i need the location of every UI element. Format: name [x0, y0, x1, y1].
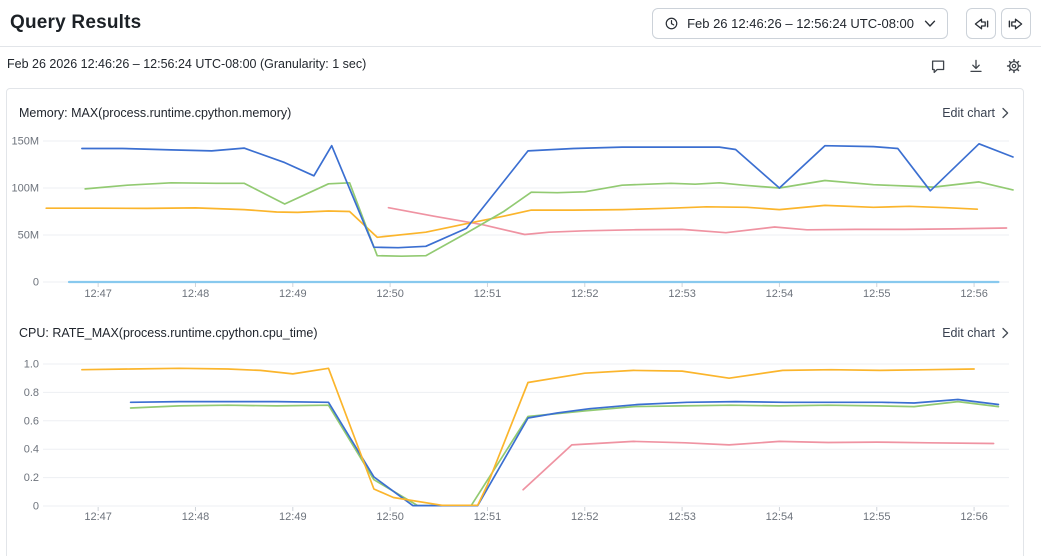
skip-forward-icon — [1007, 16, 1025, 32]
chart-line-yellow — [45, 204, 979, 239]
svg-text:0.2: 0.2 — [24, 472, 39, 484]
svg-text:12:48: 12:48 — [182, 511, 210, 523]
svg-text:12:55: 12:55 — [863, 288, 891, 300]
svg-text:12:56: 12:56 — [960, 288, 988, 300]
svg-text:12:52: 12:52 — [571, 511, 599, 523]
chevron-right-icon — [1002, 107, 1009, 119]
edit-chart-label: Edit chart — [942, 326, 995, 340]
range-summary-text: Feb 26 2026 12:46:26 – 12:56:24 UTC-08:0… — [7, 57, 367, 71]
chart-line-pink — [387, 206, 1008, 236]
cpu-edit-chart-link[interactable]: Edit chart — [942, 326, 1009, 340]
memory-edit-chart-link[interactable]: Edit chart — [942, 106, 1009, 120]
gear-icon — [1006, 58, 1022, 74]
memory-chart-title: Memory: MAX(process.runtime.cpython.memo… — [19, 106, 292, 120]
cpu-chart-plot[interactable]: 1.0 0.8 0.6 0.4 0.2 0 12:47 12:48 12:49 12:50 12:5… — [9, 357, 1017, 537]
chart-line-blue — [129, 398, 1000, 507]
download-button[interactable] — [965, 55, 987, 77]
svg-text:1.0: 1.0 — [24, 359, 39, 371]
svg-text:0.8: 0.8 — [24, 387, 39, 399]
svg-text:12:51: 12:51 — [474, 511, 502, 523]
settings-button[interactable] — [1003, 55, 1025, 77]
svg-text:12:48: 12:48 — [182, 288, 210, 300]
svg-text:0: 0 — [33, 501, 39, 513]
svg-text:12:47: 12:47 — [84, 511, 112, 523]
shift-time-back-button[interactable] — [966, 8, 996, 39]
svg-text:12:56: 12:56 — [960, 511, 988, 523]
header-controls: Feb 26 12:46:26 – 12:56:24 UTC-08:00 — [652, 8, 1031, 39]
svg-text:12:47: 12:47 — [84, 288, 112, 300]
time-range-label: Feb 26 12:46:26 – 12:56:24 UTC-08:00 — [687, 16, 914, 31]
comment-button[interactable] — [927, 55, 949, 77]
shift-time-forward-button[interactable] — [1001, 8, 1031, 39]
chart-line-pink — [522, 440, 995, 491]
comment-icon — [930, 58, 946, 74]
svg-text:12:54: 12:54 — [766, 288, 794, 300]
chart-line-green — [84, 179, 1014, 258]
charts-card: Memory: MAX(process.runtime.cpython.memo… — [6, 88, 1024, 556]
svg-text:0.4: 0.4 — [24, 444, 39, 456]
chevron-right-icon — [1002, 327, 1009, 339]
page-title: Query Results — [10, 12, 142, 33]
page-header: Query Results Feb 26 12:46:26 – 12:56:24… — [0, 0, 1041, 47]
svg-text:12:53: 12:53 — [668, 288, 696, 300]
svg-text:12:51: 12:51 — [474, 288, 502, 300]
edit-chart-label: Edit chart — [942, 106, 995, 120]
svg-text:12:49: 12:49 — [279, 288, 307, 300]
chart-line-yellow — [81, 367, 975, 507]
summary-actions — [927, 55, 1025, 77]
svg-text:100M: 100M — [11, 183, 39, 195]
svg-text:12:52: 12:52 — [571, 288, 599, 300]
time-range-picker[interactable]: Feb 26 12:46:26 – 12:56:24 UTC-08:00 — [652, 8, 948, 39]
memory-chart-header: Memory: MAX(process.runtime.cpython.memo… — [19, 103, 1009, 123]
svg-text:12:55: 12:55 — [863, 511, 891, 523]
memory-chart-plot[interactable]: 150M 100M 50M 0 12:47 12:48 12:49 12:50 12:51 12:… — [9, 131, 1017, 309]
svg-text:50M: 50M — [18, 230, 39, 242]
skip-back-icon — [972, 16, 990, 32]
svg-text:0: 0 — [33, 277, 39, 289]
svg-text:12:50: 12:50 — [376, 511, 404, 523]
download-icon — [968, 58, 984, 74]
svg-text:12:54: 12:54 — [766, 511, 794, 523]
cpu-chart-title: CPU: RATE_MAX(process.runtime.cpython.cp… — [19, 326, 318, 340]
svg-text:12:53: 12:53 — [668, 511, 696, 523]
clock-icon — [664, 16, 679, 31]
range-summary-row: Feb 26 2026 12:46:26 – 12:56:24 UTC-08:0… — [0, 47, 1041, 87]
cpu-chart-header: CPU: RATE_MAX(process.runtime.cpython.cp… — [19, 323, 1009, 343]
chart-line-blue — [81, 142, 1014, 249]
svg-text:12:50: 12:50 — [376, 288, 404, 300]
svg-text:0.6: 0.6 — [24, 415, 39, 427]
chart-line-green — [129, 400, 1000, 507]
svg-text:150M: 150M — [11, 136, 39, 148]
svg-text:12:49: 12:49 — [279, 511, 307, 523]
chevron-down-icon — [924, 18, 936, 29]
